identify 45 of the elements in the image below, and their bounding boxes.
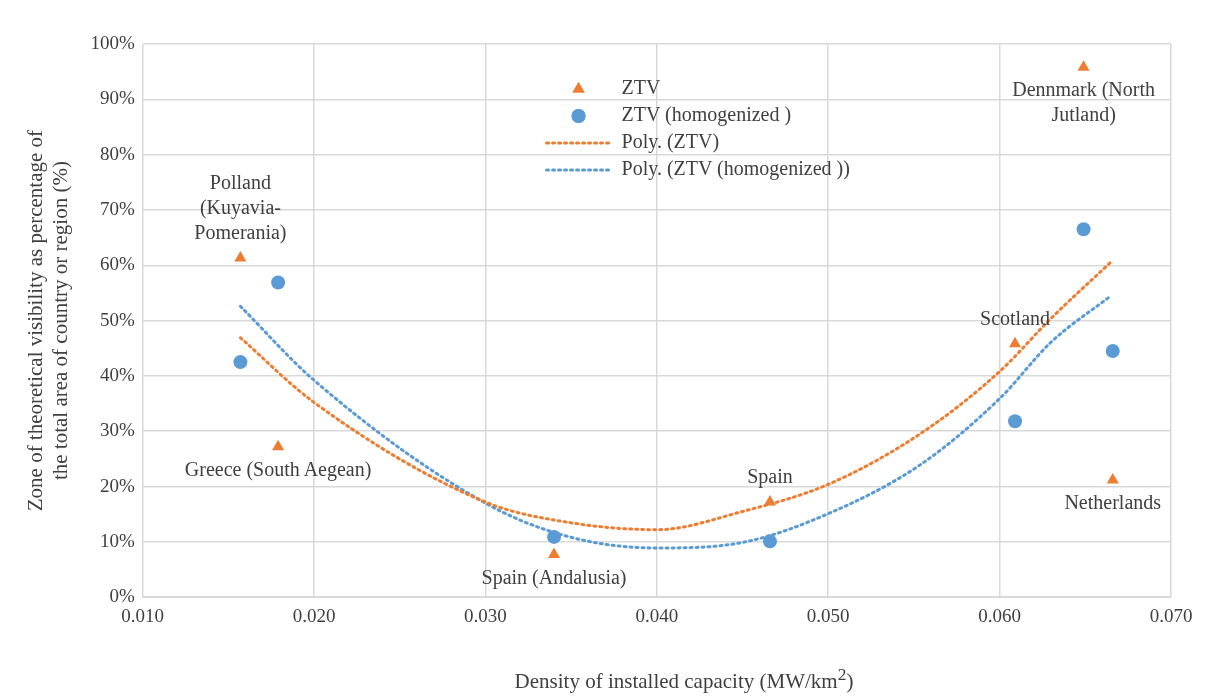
annotation: Netherlands: [1064, 491, 1162, 514]
point: [547, 529, 562, 544]
y-tick-label: 100%: [90, 31, 135, 53]
legend-label: Poly. (ZTV (homogenized )): [621, 157, 850, 181]
y-tick-label: 60%: [99, 253, 135, 275]
y-tick-label: 40%: [99, 363, 135, 385]
x-tick-label: 0.060: [978, 604, 1021, 626]
annotation: Spain (Andalusia): [481, 565, 627, 589]
point: [1077, 60, 1090, 71]
y-tick-label: 20%: [99, 474, 135, 496]
y-tick-label: 10%: [99, 529, 135, 551]
y-tick-label: 0%: [109, 585, 135, 607]
annotation: Greece (South Aegean): [184, 457, 372, 481]
point: [547, 547, 561, 559]
point: [762, 534, 777, 549]
y-axis-title: Zone of theoretical visibility as percentage of the total area of country or region (%): [23, 129, 73, 512]
legend-label: Poly. (ZTV): [621, 130, 720, 154]
annotation: Polland (Kuyavia-Pomerania): [194, 171, 287, 245]
legend-label: ZTV (homogenized ): [621, 103, 792, 127]
x-tick-label: 0.020: [292, 604, 336, 626]
y-tick-label: 50%: [99, 308, 135, 330]
legend-label: ZTV: [621, 76, 661, 99]
point: [234, 251, 247, 262]
x-tick-label: 0.010: [121, 604, 165, 626]
y-tick-label: 90%: [99, 87, 135, 109]
x-tick-label: 0.030: [464, 604, 507, 626]
annotation: Spain: [747, 465, 793, 489]
x-tick-label: 0.050: [806, 604, 850, 626]
x-axis-title: Density of installed capacity (MW/km$^{2}$): [513, 664, 855, 694]
point: [1076, 222, 1091, 237]
point: [233, 355, 248, 370]
point: [763, 495, 777, 506]
x-tick-label: 0.040: [635, 604, 679, 626]
annotation: Dennmark (North Jutland): [1012, 78, 1155, 127]
point: [1008, 414, 1023, 429]
point: [1008, 336, 1022, 348]
point: [272, 439, 285, 451]
point: [1105, 344, 1120, 359]
point: [1106, 472, 1119, 484]
y-tick-label: 80%: [99, 142, 135, 164]
y-tick-label: 30%: [99, 419, 135, 441]
x-tick-label: 0.070: [1149, 604, 1193, 626]
y-tick-label: 70%: [99, 197, 135, 219]
point: [271, 275, 286, 290]
annotation: Scotland: [980, 307, 1051, 330]
